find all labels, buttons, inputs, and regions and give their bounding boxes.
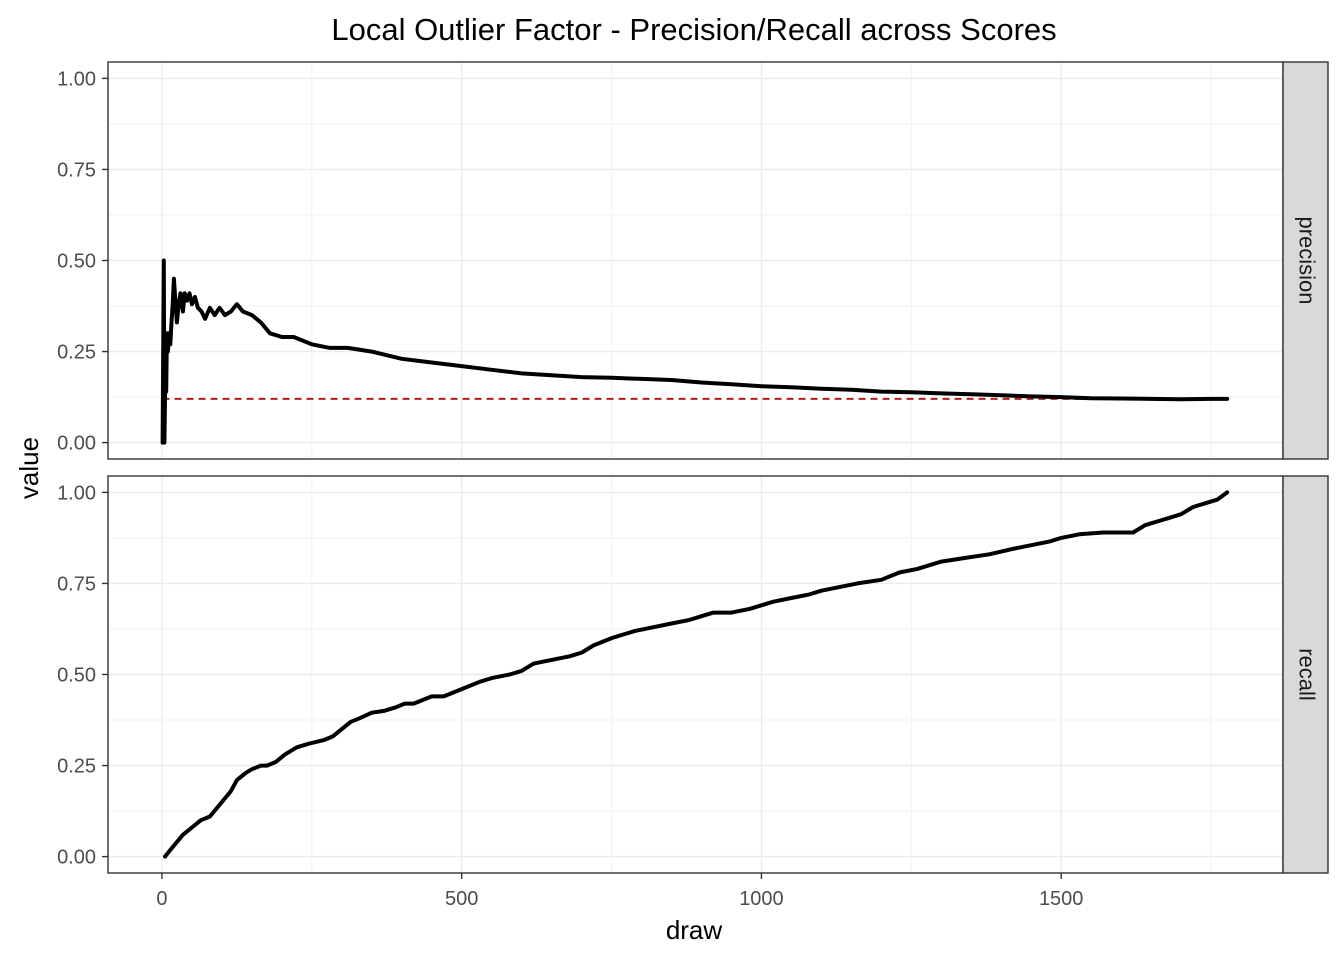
y-tick-label: 0.25 — [57, 756, 96, 778]
facet-strip — [1282, 475, 1329, 874]
x-tick-label: 1000 — [739, 888, 784, 910]
y-tick-label: 0.50 — [57, 251, 96, 273]
y-tick-label: 1.00 — [57, 482, 96, 504]
x-tick-label: 1500 — [1039, 888, 1084, 910]
recall-series-line — [163, 490, 1230, 859]
y-tick-label: 0.75 — [57, 159, 96, 181]
x-tick-label: 0 — [156, 888, 167, 910]
facet-strip — [1282, 61, 1329, 460]
y-tick-label: 0.00 — [57, 847, 96, 869]
precision-series-line — [160, 258, 1230, 445]
y-tick-label: 0.00 — [57, 433, 96, 455]
chart-title: Local Outlier Factor - Precision/Recall … — [331, 12, 1056, 47]
panel-recall: 0.00 0.25 0.50 0.75 1.00 recall 0 500 1000 1500 — [57, 475, 1329, 910]
facet-strip-label: recall — [1295, 648, 1320, 701]
x-axis-title: draw — [666, 915, 723, 945]
panel-precision: 0.00 0.25 0.50 0.75 1.00 precision — [57, 61, 1329, 460]
y-axis-title: value — [14, 437, 44, 499]
x-tick-label: 500 — [445, 888, 478, 910]
y-tick-label: 1.00 — [57, 68, 96, 90]
y-tick-label: 0.75 — [57, 573, 96, 595]
y-tick-label: 0.50 — [57, 665, 96, 687]
facet-strip-label: precision — [1295, 216, 1320, 304]
panels: 0.00 0.25 0.50 0.75 1.00 precision 0.00 0.25 0.5… — [57, 61, 1329, 910]
y-tick-label: 0.25 — [57, 342, 96, 364]
